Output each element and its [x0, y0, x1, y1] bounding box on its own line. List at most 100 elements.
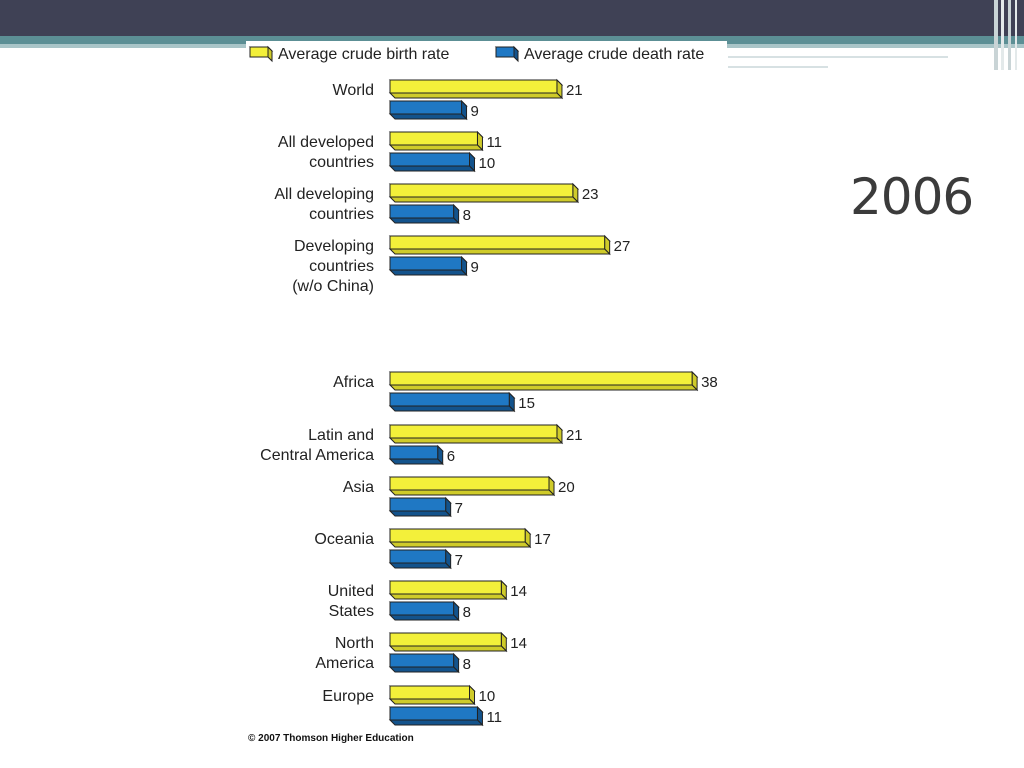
death-rate-bar-bottom [388, 666, 460, 673]
death-rate-bar-bottom [388, 269, 468, 276]
category-label-line: All developed [278, 134, 374, 151]
birth-rate-value: 11 [486, 134, 502, 151]
category-label-line: Africa [333, 374, 374, 391]
birth-rate-bar-bottom [388, 196, 580, 203]
birth-rate-bar-bottom [388, 645, 508, 652]
legend-swatch-birth [248, 45, 274, 63]
death-rate-value: 7 [455, 500, 463, 517]
bars: 21 9 11 10 23 8 27 9 38 15 21 6 20 7 17 7 14 8 14 8 10 11 [388, 78, 718, 727]
death-rate-bar-front [389, 706, 478, 721]
birth-rate-bar [388, 130, 484, 152]
category-label-line: Europe [322, 688, 374, 705]
death-rate-bar-bottom [388, 562, 452, 569]
header-dark-bar [0, 0, 1024, 36]
birth-rate-bar-front [389, 632, 502, 647]
birth-rate-bar [388, 423, 564, 445]
death-rate-value: 8 [463, 207, 471, 224]
birth-rate-value: 23 [582, 186, 599, 203]
category-label-line: All developing [274, 186, 374, 203]
category-label-line: Latin and [308, 427, 374, 444]
category-labels: World All developed countries All developin… [260, 82, 374, 705]
birth-rate-bar-bottom [388, 698, 476, 705]
birth-rate-bar [388, 78, 564, 100]
birth-rate-bar [388, 684, 476, 706]
decor-line [728, 66, 828, 68]
slide-title: 2006 [850, 168, 974, 226]
birth-rate-bar [388, 579, 508, 601]
death-rate-bar-front [389, 204, 455, 219]
death-rate-bar-front [389, 100, 463, 115]
birth-rate-bar-front [389, 235, 606, 250]
death-rate-bar-front [389, 445, 439, 460]
death-rate-value: 8 [463, 656, 471, 673]
birth-rate-bar-front [389, 79, 558, 94]
category-label-line: countries [309, 154, 374, 171]
death-rate-bar-bottom [388, 405, 516, 412]
category-label-line: States [329, 603, 374, 620]
death-rate-value: 10 [479, 155, 496, 172]
death-rate-bar-front [389, 497, 447, 512]
death-rate-value: 11 [486, 709, 502, 726]
category-label-line: North [335, 635, 374, 652]
legend-label-birth: Average crude birth rate [278, 46, 449, 63]
birth-rate-value: 14 [510, 635, 527, 652]
death-rate-bar [388, 496, 452, 518]
right-stripe [1015, 0, 1017, 70]
birth-rate-value: 17 [534, 531, 551, 548]
birth-rate-bar [388, 234, 611, 256]
category-label-line: Developing [294, 238, 374, 255]
category-label-line: countries [309, 258, 374, 275]
decor-line [728, 56, 948, 58]
birth-rate-value: 21 [566, 82, 583, 99]
birth-rate-value: 38 [701, 374, 718, 391]
birth-rate-bar-front [389, 424, 558, 439]
death-rate-bar [388, 255, 468, 277]
header-teal-bar [0, 36, 1024, 44]
birth-rate-bar-front [389, 131, 478, 146]
copyright-text: © 2007 Thomson Higher Education [248, 733, 414, 744]
death-rate-bar [388, 203, 460, 225]
birth-rate-bar-front [389, 580, 502, 595]
death-rate-bar [388, 391, 516, 413]
birth-rate-bar-front [389, 685, 470, 700]
birth-rate-value: 27 [614, 238, 631, 255]
death-rate-value: 8 [463, 604, 471, 621]
death-rate-bar-bottom [388, 458, 444, 465]
death-rate-bar-bottom [388, 113, 468, 120]
birth-rate-bar-front [389, 371, 693, 386]
legend-background [246, 41, 727, 67]
death-rate-value: 15 [518, 395, 535, 412]
birth-rate-bar-bottom [388, 384, 699, 391]
legend-swatch-death-front [495, 46, 515, 58]
death-rate-bar-front [389, 392, 510, 407]
category-label-line: Oceania [314, 531, 374, 548]
category-label: Asia [343, 479, 374, 496]
death-rate-bar-front [389, 152, 470, 167]
category-label: North America [315, 635, 374, 672]
birth-rate-value: 21 [566, 427, 583, 444]
category-label: All developed countries [278, 134, 374, 171]
birth-rate-bar-front [389, 476, 550, 491]
death-rate-bar [388, 99, 468, 121]
category-label-line: Central America [260, 447, 374, 464]
death-rate-bar [388, 652, 460, 674]
category-label: United States [328, 583, 374, 620]
death-rate-bar-bottom [388, 217, 460, 224]
birth-rate-bar [388, 527, 532, 549]
birth-rate-bar-bottom [388, 144, 484, 151]
category-label: Latin and Central America [260, 427, 374, 464]
category-label-line: (w/o China) [292, 278, 374, 295]
legend-label-death: Average crude death rate [524, 46, 704, 63]
death-rate-bar [388, 548, 452, 570]
right-stripe [994, 0, 998, 70]
category-label-line: World [333, 82, 375, 99]
birth-rate-value: 20 [558, 479, 575, 496]
death-rate-value: 9 [471, 259, 479, 276]
category-label: Europe [322, 688, 374, 705]
birth-rate-bar-bottom [388, 541, 532, 548]
birth-rate-bar-bottom [388, 437, 564, 444]
category-label: World [333, 82, 375, 99]
death-rate-bar [388, 151, 476, 173]
birth-rate-bar [388, 631, 508, 653]
